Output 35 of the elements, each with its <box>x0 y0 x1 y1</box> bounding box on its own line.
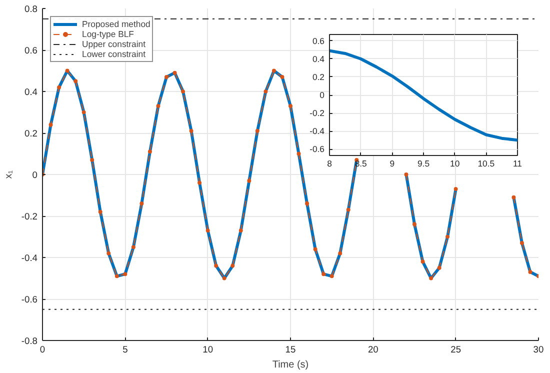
x-tick-label: 10.5 <box>478 158 495 168</box>
x-tick-label: 10 <box>202 344 214 354</box>
y-tick-label: 0.2 <box>312 72 325 82</box>
y-axis-title: x₁ <box>3 170 14 179</box>
x-tick-label: 8 <box>327 158 332 168</box>
y-tick-label: -0.6 <box>21 294 38 304</box>
legend-label: Lower constraint <box>82 49 146 59</box>
legend-label: Upper constraint <box>82 39 146 49</box>
legend-label: Proposed method <box>82 19 150 29</box>
y-tick-label: 0.6 <box>312 36 325 46</box>
x-tick-label: 9 <box>390 158 395 168</box>
y-tick-label: -0.4 <box>21 253 38 263</box>
x-tick-label: 20 <box>368 344 378 354</box>
x-tick-label: 10 <box>450 158 460 168</box>
y-tick-label: 0.6 <box>24 46 38 56</box>
x-tick-label: 5 <box>122 344 128 354</box>
x-tick-label: 25 <box>450 344 462 354</box>
x-axis-title: Time (s) <box>272 360 309 370</box>
y-tick-label: 0.8 <box>24 4 38 14</box>
x-tick-label: 9.5 <box>417 158 430 168</box>
x-tick-label: 15 <box>285 344 296 354</box>
y-tick-label: -0.8 <box>21 336 38 346</box>
y-tick-label: 0 <box>320 90 325 100</box>
x-tick-label: 11 <box>513 158 522 168</box>
y-tick-label: -0.6 <box>310 144 325 154</box>
legend-label: Log-type BLF <box>82 29 134 39</box>
x-tick-label: 30 <box>533 344 544 354</box>
y-tick-label: -0.4 <box>310 126 325 136</box>
y-tick-label: -0.2 <box>310 108 325 118</box>
y-tick-label: 0.4 <box>24 87 38 97</box>
x-tick-label: 0 <box>40 344 46 354</box>
y-tick-label: 0.2 <box>24 128 38 138</box>
y-tick-label: -0.2 <box>21 212 38 222</box>
y-tick-label: 0 <box>32 170 38 180</box>
y-tick-label: 0.4 <box>312 54 325 64</box>
